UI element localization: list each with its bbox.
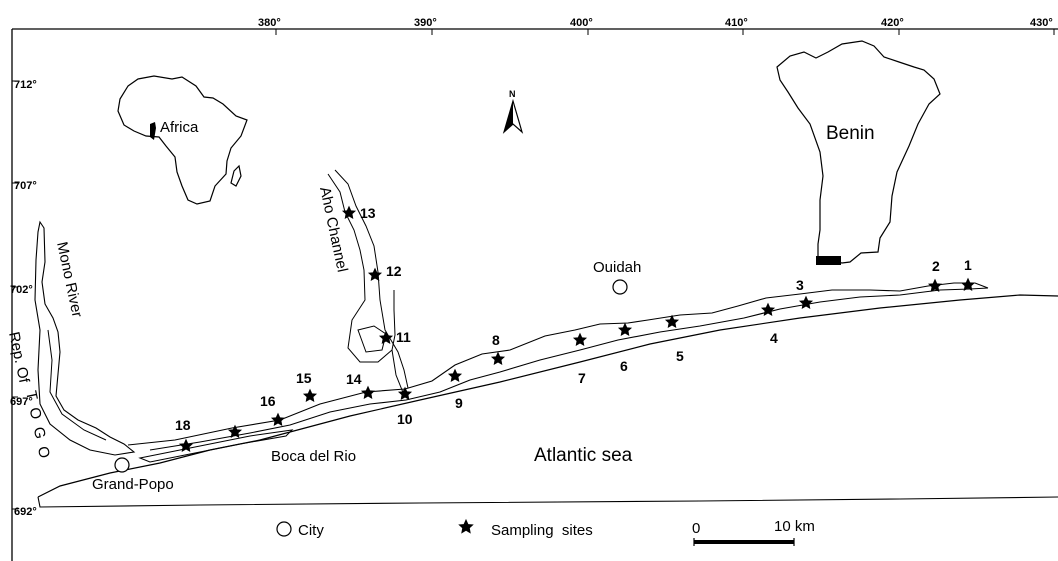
x-tick-400: 400° [570,17,593,29]
site-label: 18 [175,417,191,433]
benin-in-africa-marker [150,122,156,140]
site-label: 6 [620,358,628,374]
star-icon [341,205,357,219]
coast-bottom-boundary [37,496,1058,508]
star-icon [302,388,318,402]
atlantic-sea-label: Atlantic sea [534,445,633,466]
benin-outline [776,40,941,264]
star-icon [760,302,776,316]
benin-label: Benin [826,123,875,144]
star-icon [367,267,383,281]
star-icon [927,278,943,292]
aho-channel-west-bank [327,173,396,363]
site-labels: 1 2 3 4 5 6 7 8 9 10 11 12 13 14 15 16 1… [175,205,972,433]
mono-river-label: Mono River [53,240,86,319]
lagoon-north-shore [127,282,989,446]
star-icon [960,277,976,291]
sampling-site-stars [178,205,976,452]
boca-del-rio-label: Boca del Rio [271,448,356,465]
north-label: N [509,89,516,99]
ouidah-label: Ouidah [593,259,641,276]
y-tick-707: 707° [14,180,37,192]
x-tick-380: 380° [258,17,281,29]
x-tick-390: 390° [414,17,437,29]
star-icon [798,295,814,309]
site-label: 7 [578,370,586,386]
star-icon [447,368,463,382]
aho-channel-east-bank [334,169,409,389]
site-label: 14 [346,371,362,387]
star-icon [360,385,376,399]
star-icon [270,412,286,426]
legend: City Sampling sites [276,518,593,539]
site-label: 16 [260,393,276,409]
star-icon [617,322,633,336]
y-tick-697: 697° [10,396,33,408]
scale-end-label: 10 km [774,518,815,535]
site-label: 15 [296,370,312,386]
site-label: 1 [964,257,972,273]
north-arrow-icon: N [502,89,524,134]
study-area-marker [816,256,841,265]
scale-bar: 0 10 km [692,518,815,546]
star-icon [490,351,506,365]
boca-del-rio-spit [138,429,294,463]
x-axis-ticks: 380° 390° 400° 410° 420° 430° [258,17,1055,35]
grand-popo-label: Grand-Popo [92,476,174,493]
africa-outline [117,75,248,205]
city-legend-icon [276,521,292,537]
star-icon [227,424,243,438]
star-icon [378,330,394,344]
ouidah-city-marker [612,279,628,295]
x-tick-430: 430° [1030,17,1053,29]
star-icon [664,314,680,328]
x-tick-410: 410° [725,17,748,29]
legend-city-label: City [298,522,324,539]
africa-label: Africa [160,119,199,136]
site-label: 9 [455,395,463,411]
madagascar-outline [230,164,242,187]
y-tick-702: 702° [10,284,33,296]
site-label: 3 [796,277,804,293]
y-tick-712: 712° [14,79,37,91]
legend-sampling-label: Sampling sites [491,522,593,539]
y-axis-ticks: 712° 707° 702° 697° 692° [10,79,37,518]
togo-label: T O G O [22,389,53,461]
aho-channel-label: Aho Channel [316,185,351,273]
scale-start-label: 0 [692,520,700,537]
y-tick-692: 692° [14,506,37,518]
site-label: 12 [386,263,402,279]
x-tick-420: 420° [881,17,904,29]
aho-channel-inner-lake [357,325,387,353]
site-label: 2 [932,258,940,274]
star-icon [397,386,413,400]
lagoon-south-shore [149,287,989,451]
site-label: 10 [397,411,413,427]
rep-of-label: Rep. Of [5,330,33,385]
aho-channel-branch [391,349,405,396]
star-legend-icon [458,518,474,534]
site-label: 11 [396,329,411,345]
site-label: 8 [492,332,500,348]
star-icon [178,438,194,452]
grand-popo-city-marker [114,457,130,473]
mono-river-outer [34,220,136,456]
star-icon [572,332,588,346]
site-label: 4 [770,330,778,346]
site-label: 13 [360,205,376,221]
coast-line [37,294,1058,498]
site-label: 5 [676,348,684,364]
mono-river-inner [47,329,107,441]
